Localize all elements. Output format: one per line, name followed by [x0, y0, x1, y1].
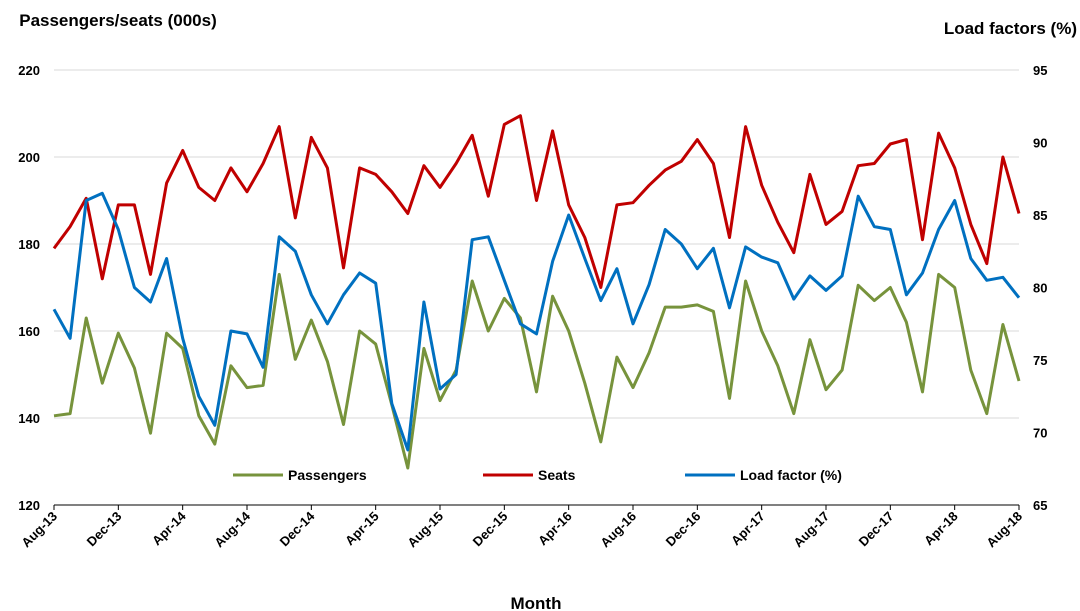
y-right-tick-label: 95 [1033, 63, 1047, 78]
x-tick-label: Apr-14 [149, 508, 189, 548]
y-right-tick-label: 75 [1033, 353, 1047, 368]
left-axis-title: Passengers/seats (000s) [19, 11, 217, 30]
y-left-tick-label: 120 [18, 498, 40, 513]
y-right-tick-label: 90 [1033, 136, 1047, 151]
x-axis-title: Month [511, 594, 562, 611]
y-left-tick-label: 160 [18, 324, 40, 339]
x-tick-label: Apr-15 [342, 509, 382, 549]
x-tick-label: Aug-16 [597, 509, 639, 551]
y-left-tick-label: 200 [18, 150, 40, 165]
legend-label-passengers: Passengers [288, 467, 367, 483]
legend: Passengers Seats Load factor (%) [233, 467, 842, 483]
axes [53, 504, 1020, 510]
x-tick-label: Dec-15 [470, 509, 511, 550]
y-right-tick-label: 70 [1033, 426, 1047, 441]
x-tick-label: Dec-17 [856, 509, 897, 550]
series-line-passengers [53, 272, 1021, 470]
x-tick-label: Dec-13 [84, 509, 125, 550]
tick-labels: 120 140 160 180 200 220 65 70 75 80 85 90 95 Aug-13 De… [18, 63, 1047, 550]
x-tick-label: Dec-14 [277, 508, 318, 549]
x-tick-label: Aug-17 [790, 509, 832, 551]
legend-label-load-factor: Load factor (%) [740, 467, 842, 483]
legend-label-seats: Seats [538, 467, 576, 483]
x-tick-label: Apr-17 [728, 509, 768, 549]
series-line-seats [52, 114, 1021, 289]
series-line-load-factor [52, 191, 1021, 452]
gridlines [54, 69, 1019, 419]
series-lines [52, 114, 1021, 470]
x-tick-label: Aug-14 [211, 508, 253, 550]
x-tick-label: Aug-15 [404, 509, 446, 551]
right-axis-title: Load factors (%) [944, 19, 1077, 38]
y-right-tick-label: 85 [1033, 208, 1047, 223]
y-left-tick-label: 180 [18, 237, 40, 252]
x-tick-label: Apr-16 [535, 509, 575, 549]
y-right-tick-label: 80 [1033, 281, 1047, 296]
x-tick-label: Apr-18 [921, 509, 961, 549]
y-left-tick-label: 140 [18, 411, 40, 426]
x-tick-label: Aug-13 [18, 509, 60, 551]
x-tick-label: Dec-16 [663, 509, 704, 550]
y-right-tick-label: 65 [1033, 498, 1047, 513]
x-tick-label: Aug-18 [983, 509, 1025, 551]
y-left-tick-label: 220 [18, 63, 40, 78]
